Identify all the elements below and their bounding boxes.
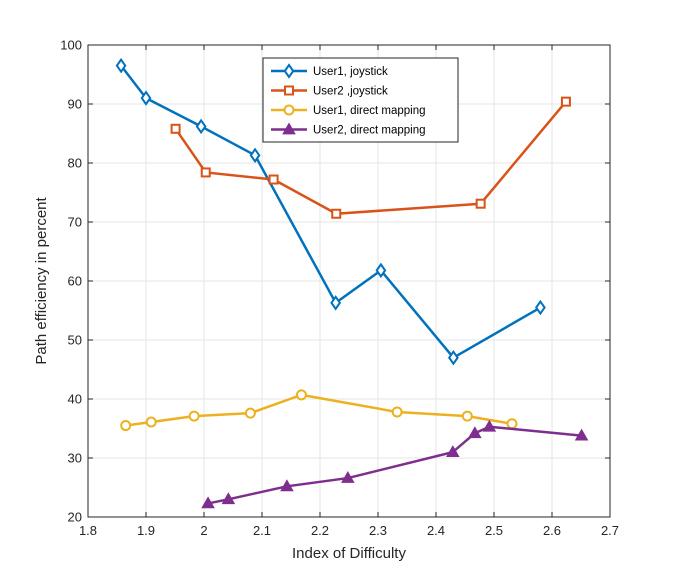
y-tick-label: 30 <box>68 451 82 466</box>
series-1 <box>115 57 546 366</box>
x-tick-label: 2.4 <box>427 523 445 538</box>
y-tick-label: 60 <box>68 274 82 289</box>
legend-label: User2, direct mapping <box>313 125 426 137</box>
data-point <box>145 416 157 428</box>
y-tick-label: 90 <box>68 97 82 112</box>
series-2 <box>170 96 571 219</box>
legend-entry: User2, direct mapping <box>271 122 426 137</box>
series-3 <box>120 389 518 432</box>
data-point <box>534 299 546 316</box>
y-tick-label: 70 <box>68 215 82 230</box>
data-point <box>170 123 181 134</box>
series-line <box>125 393 513 427</box>
data-point <box>200 167 211 178</box>
x-tick-label: 2.1 <box>253 523 271 538</box>
data-point <box>221 492 236 505</box>
series-line <box>207 425 582 505</box>
x-tick-label: 2.7 <box>601 523 619 538</box>
x-tick-label: 1.8 <box>79 523 97 538</box>
legend-entry: User2 ,joystick <box>271 85 388 98</box>
series-4 <box>201 419 589 509</box>
data-point <box>447 349 459 366</box>
legend-swatch-marker <box>283 104 295 116</box>
y-tick-label: 40 <box>68 392 82 407</box>
x-tick-label: 2.6 <box>543 523 561 538</box>
data-point <box>560 96 571 107</box>
data-point <box>468 426 482 439</box>
series-line <box>120 64 542 359</box>
data-point <box>574 428 589 441</box>
data-point <box>331 208 342 219</box>
data-point <box>330 295 342 311</box>
data-point <box>375 262 387 279</box>
data-point <box>188 410 200 422</box>
series-line <box>174 100 567 215</box>
data-point <box>461 410 473 422</box>
data-point <box>140 90 152 106</box>
legend-label: User2 ,joystick <box>313 86 388 98</box>
data-point <box>295 389 307 401</box>
y-tick-label: 80 <box>68 156 82 171</box>
series-group <box>115 57 589 509</box>
data-point <box>280 479 294 492</box>
legend-swatch-marker <box>284 85 294 96</box>
y-axis-title: Path efficiency in percent <box>33 197 50 365</box>
x-tick-label: 2 <box>200 523 207 538</box>
legend-swatch-marker <box>283 63 295 79</box>
axis-ticks: 1.8 1.9 2 2.1 2.2 2.3 2.4 2.5 2.6 2.7 20 30 40 50 60 70… <box>60 38 619 539</box>
legend-entry: User1, joystick <box>271 63 388 79</box>
data-point <box>244 407 256 419</box>
data-point <box>268 174 279 185</box>
x-axis-title: Index of Difficulty <box>292 545 406 562</box>
legend-label: User1, joystick <box>313 66 388 78</box>
data-point <box>341 471 355 483</box>
y-tick-label: 50 <box>68 333 82 348</box>
data-point <box>446 445 460 457</box>
data-point <box>506 418 518 430</box>
legend-swatch-marker <box>282 122 296 135</box>
legend-entry: User1, direct mapping <box>271 104 426 117</box>
x-tick-label: 1.9 <box>137 523 155 538</box>
data-point <box>249 147 261 164</box>
y-tick-label: 20 <box>68 510 82 525</box>
y-tick-label: 100 <box>60 38 82 53</box>
data-point <box>115 57 127 74</box>
data-point <box>201 496 215 509</box>
x-tick-label: 2.2 <box>311 523 329 538</box>
legend-label: User1, direct mapping <box>313 105 426 117</box>
data-point <box>475 198 486 209</box>
x-tick-label: 2.5 <box>485 523 503 538</box>
legend: User1, joystick User2 ,joystick User1, dir… <box>262 57 459 143</box>
data-point <box>482 419 497 432</box>
data-point <box>195 118 207 135</box>
x-tick-label: 2.3 <box>369 523 387 538</box>
data-point <box>391 406 403 418</box>
data-point <box>120 420 132 432</box>
